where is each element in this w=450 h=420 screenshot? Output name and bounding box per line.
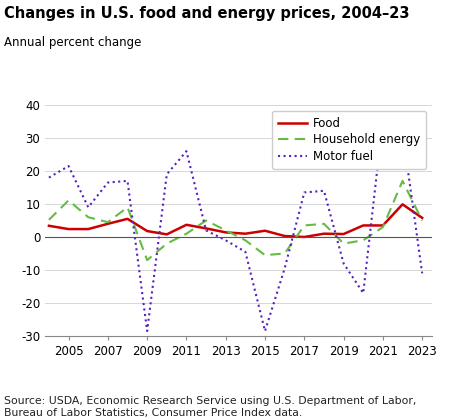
Household energy <box>380 225 386 230</box>
Food <box>144 228 150 234</box>
Food <box>164 232 170 237</box>
Household energy <box>203 218 209 223</box>
Food <box>66 226 71 231</box>
Food <box>341 231 346 236</box>
Household energy <box>105 220 111 225</box>
Household energy <box>262 252 268 257</box>
Motor fuel <box>243 249 248 255</box>
Household energy <box>46 217 52 222</box>
Food <box>125 216 130 221</box>
Food <box>243 231 248 236</box>
Motor fuel <box>66 163 71 168</box>
Food <box>360 223 366 228</box>
Motor fuel <box>125 178 130 184</box>
Household energy <box>184 231 189 236</box>
Household energy <box>164 241 170 246</box>
Motor fuel <box>380 117 386 122</box>
Household energy <box>144 257 150 262</box>
Household energy <box>341 241 346 246</box>
Motor fuel <box>46 175 52 180</box>
Motor fuel <box>184 149 189 154</box>
Legend: Food, Household energy, Motor fuel: Food, Household energy, Motor fuel <box>272 111 426 169</box>
Motor fuel <box>203 228 209 233</box>
Food <box>223 230 229 235</box>
Household energy <box>282 251 288 256</box>
Line: Motor fuel: Motor fuel <box>49 120 422 331</box>
Motor fuel <box>164 172 170 177</box>
Food <box>86 226 91 231</box>
Food <box>262 228 268 233</box>
Food <box>282 234 288 239</box>
Household energy <box>360 238 366 243</box>
Text: Changes in U.S. food and energy prices, 2004–23: Changes in U.S. food and energy prices, … <box>4 6 410 21</box>
Household energy <box>125 205 130 210</box>
Household energy <box>302 223 307 228</box>
Household energy <box>66 198 71 203</box>
Household energy <box>321 221 327 226</box>
Household energy <box>419 218 425 223</box>
Line: Food: Food <box>49 204 422 237</box>
Text: Annual percent change: Annual percent change <box>4 36 142 49</box>
Food <box>321 231 327 236</box>
Food <box>46 223 52 228</box>
Household energy <box>86 215 91 220</box>
Food <box>400 202 405 207</box>
Motor fuel <box>400 129 405 134</box>
Motor fuel <box>419 271 425 276</box>
Motor fuel <box>262 328 268 333</box>
Motor fuel <box>302 190 307 195</box>
Household energy <box>243 238 248 243</box>
Line: Household energy: Household energy <box>49 181 422 260</box>
Motor fuel <box>105 180 111 185</box>
Food <box>203 226 209 231</box>
Food <box>302 234 307 239</box>
Motor fuel <box>341 261 346 266</box>
Motor fuel <box>86 205 91 210</box>
Motor fuel <box>360 291 366 296</box>
Household energy <box>223 228 229 233</box>
Motor fuel <box>223 238 229 243</box>
Motor fuel <box>321 188 327 193</box>
Food <box>105 221 111 226</box>
Text: Source: USDA, Economic Research Service using U.S. Department of Labor,
Bureau o: Source: USDA, Economic Research Service … <box>4 396 417 418</box>
Food <box>419 215 425 220</box>
Motor fuel <box>282 266 288 271</box>
Motor fuel <box>144 328 150 333</box>
Food <box>184 222 189 227</box>
Food <box>380 223 386 228</box>
Household energy <box>400 178 405 184</box>
